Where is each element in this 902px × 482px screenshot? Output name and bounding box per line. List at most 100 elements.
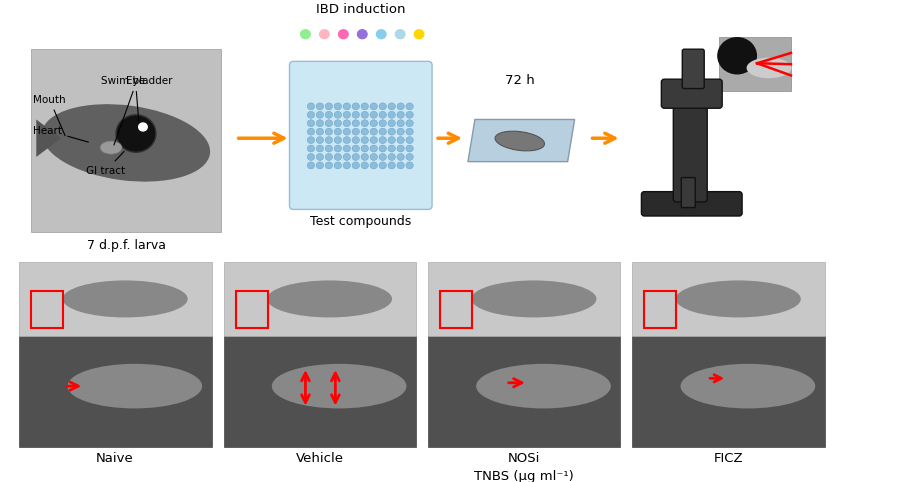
Bar <box>224 336 416 447</box>
Circle shape <box>352 111 359 118</box>
Circle shape <box>334 111 341 118</box>
Polygon shape <box>36 120 61 157</box>
Ellipse shape <box>746 58 790 78</box>
Circle shape <box>325 103 332 110</box>
Circle shape <box>375 29 386 40</box>
Circle shape <box>115 115 156 152</box>
Ellipse shape <box>41 104 210 182</box>
Circle shape <box>406 128 413 135</box>
Circle shape <box>307 145 314 152</box>
Circle shape <box>325 153 332 161</box>
Bar <box>235 291 267 328</box>
Circle shape <box>307 128 314 135</box>
Circle shape <box>379 162 386 169</box>
Circle shape <box>334 103 341 110</box>
Circle shape <box>361 153 368 161</box>
Circle shape <box>388 153 395 161</box>
Circle shape <box>361 128 368 135</box>
Circle shape <box>325 120 332 127</box>
Circle shape <box>316 153 323 161</box>
Circle shape <box>352 162 359 169</box>
Circle shape <box>397 120 404 127</box>
Circle shape <box>379 128 386 135</box>
Circle shape <box>370 145 377 152</box>
Text: 7 d.p.f. larva: 7 d.p.f. larva <box>87 240 165 253</box>
Circle shape <box>343 136 350 144</box>
Ellipse shape <box>675 281 800 318</box>
Circle shape <box>379 153 386 161</box>
Bar <box>428 336 620 447</box>
Circle shape <box>343 145 350 152</box>
Circle shape <box>370 128 377 135</box>
Circle shape <box>379 136 386 144</box>
Circle shape <box>307 111 314 118</box>
Circle shape <box>388 162 395 169</box>
Circle shape <box>337 29 348 40</box>
Bar <box>631 262 824 336</box>
Circle shape <box>325 145 332 152</box>
Circle shape <box>361 136 368 144</box>
Text: TNBS (μg ml⁻¹): TNBS (μg ml⁻¹) <box>474 470 574 482</box>
Bar <box>439 291 472 328</box>
Circle shape <box>316 111 323 118</box>
Ellipse shape <box>272 364 406 408</box>
Circle shape <box>406 120 413 127</box>
Circle shape <box>413 29 424 40</box>
Circle shape <box>406 162 413 169</box>
Circle shape <box>334 136 341 144</box>
Text: IBD induction: IBD induction <box>315 3 405 16</box>
Text: Naive: Naive <box>96 452 133 465</box>
Ellipse shape <box>267 281 391 318</box>
Circle shape <box>370 136 377 144</box>
Circle shape <box>370 111 377 118</box>
Circle shape <box>343 153 350 161</box>
Bar <box>19 262 211 336</box>
Circle shape <box>356 29 367 40</box>
Circle shape <box>397 128 404 135</box>
Circle shape <box>352 128 359 135</box>
Ellipse shape <box>471 281 595 318</box>
Circle shape <box>343 128 350 135</box>
Bar <box>718 37 790 92</box>
Circle shape <box>361 103 368 110</box>
Circle shape <box>394 29 405 40</box>
Circle shape <box>334 153 341 161</box>
Circle shape <box>370 120 377 127</box>
Circle shape <box>307 162 314 169</box>
Circle shape <box>370 162 377 169</box>
Ellipse shape <box>680 364 815 408</box>
Circle shape <box>325 111 332 118</box>
FancyBboxPatch shape <box>680 177 695 208</box>
Circle shape <box>397 153 404 161</box>
Text: FICZ: FICZ <box>713 452 742 465</box>
Text: Vehicle: Vehicle <box>295 452 343 465</box>
Circle shape <box>388 136 395 144</box>
FancyBboxPatch shape <box>682 49 704 89</box>
Circle shape <box>379 145 386 152</box>
Circle shape <box>361 145 368 152</box>
FancyBboxPatch shape <box>660 79 722 108</box>
Bar <box>32 291 63 328</box>
Bar <box>32 49 220 232</box>
Circle shape <box>406 136 413 144</box>
Circle shape <box>307 103 314 110</box>
Circle shape <box>379 103 386 110</box>
Circle shape <box>352 103 359 110</box>
Bar <box>19 336 211 447</box>
Circle shape <box>352 136 359 144</box>
Circle shape <box>379 120 386 127</box>
Circle shape <box>397 103 404 110</box>
Text: Test compounds: Test compounds <box>309 215 410 228</box>
Circle shape <box>316 145 323 152</box>
Circle shape <box>343 120 350 127</box>
Text: GI tract: GI tract <box>86 151 125 176</box>
Ellipse shape <box>494 131 544 151</box>
Circle shape <box>343 162 350 169</box>
Circle shape <box>316 136 323 144</box>
Circle shape <box>307 120 314 127</box>
Circle shape <box>406 153 413 161</box>
Circle shape <box>406 111 413 118</box>
Circle shape <box>307 153 314 161</box>
Circle shape <box>334 120 341 127</box>
Circle shape <box>388 120 395 127</box>
